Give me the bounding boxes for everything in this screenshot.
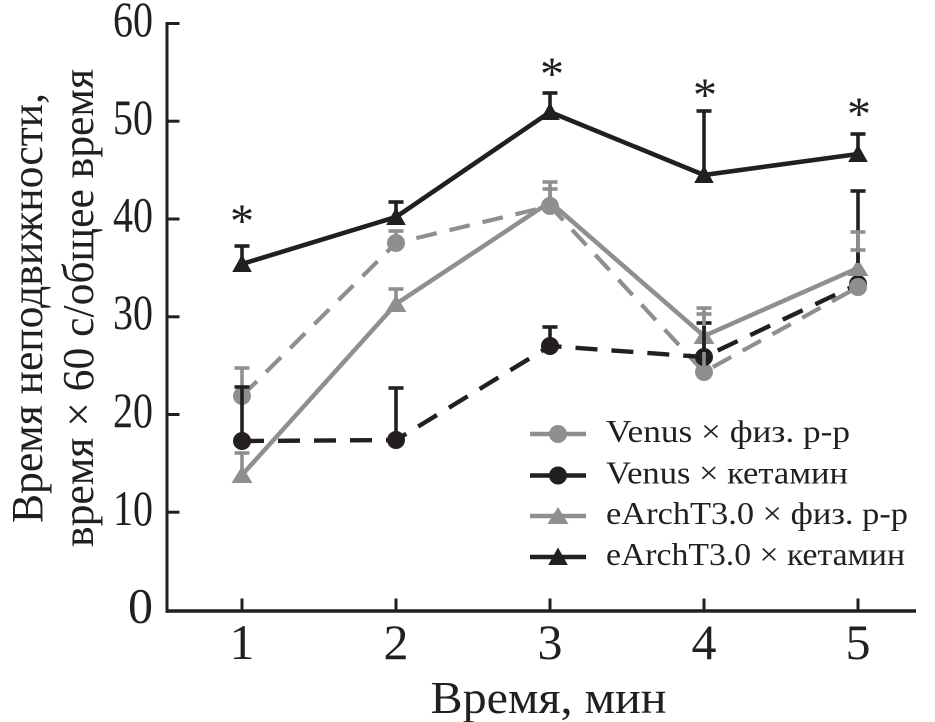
svg-text:Время, мин: Время, мин <box>431 672 667 722</box>
svg-text:Venus × физ. р-р: Venus × физ. р-р <box>606 414 850 449</box>
svg-text:3: 3 <box>538 614 563 670</box>
svg-text:10: 10 <box>113 480 153 536</box>
svg-text:50: 50 <box>113 89 153 145</box>
svg-text:*: * <box>230 195 254 248</box>
svg-text:время × 60 с/общее время: время × 60 с/общее время <box>54 69 103 547</box>
svg-text:eArchT3.0 × кетамин: eArchT3.0 × кетамин <box>606 537 905 572</box>
svg-text:*: * <box>847 88 871 141</box>
svg-text:eArchT3.0 × физ. р-р: eArchT3.0 × физ. р-р <box>606 496 908 531</box>
svg-text:4: 4 <box>692 614 717 670</box>
svg-text:2: 2 <box>384 614 409 670</box>
svg-text:20: 20 <box>113 382 153 438</box>
svg-text:Время неподвижности,: Время неподвижности, <box>3 93 52 523</box>
svg-text:Venus × кетамин: Venus × кетамин <box>606 456 848 491</box>
svg-text:30: 30 <box>113 284 153 340</box>
svg-text:5: 5 <box>846 614 871 670</box>
svg-text:*: * <box>693 69 717 122</box>
svg-text:*: * <box>540 48 564 101</box>
svg-text:60: 60 <box>113 0 153 47</box>
svg-text:40: 40 <box>113 187 153 243</box>
svg-text:1: 1 <box>230 614 255 670</box>
svg-text:0: 0 <box>128 578 153 634</box>
